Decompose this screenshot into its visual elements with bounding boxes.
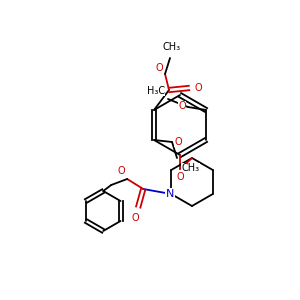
Text: O: O (194, 83, 202, 93)
Text: H₃C: H₃C (147, 86, 165, 96)
Text: O: O (131, 213, 139, 223)
Text: N: N (166, 189, 174, 199)
Text: CH₃: CH₃ (163, 42, 181, 52)
Text: CH₃: CH₃ (181, 163, 199, 173)
Text: O: O (118, 166, 125, 176)
Text: O: O (178, 101, 186, 111)
Text: O: O (176, 172, 184, 182)
Text: O: O (155, 63, 163, 73)
Text: O: O (174, 137, 182, 147)
